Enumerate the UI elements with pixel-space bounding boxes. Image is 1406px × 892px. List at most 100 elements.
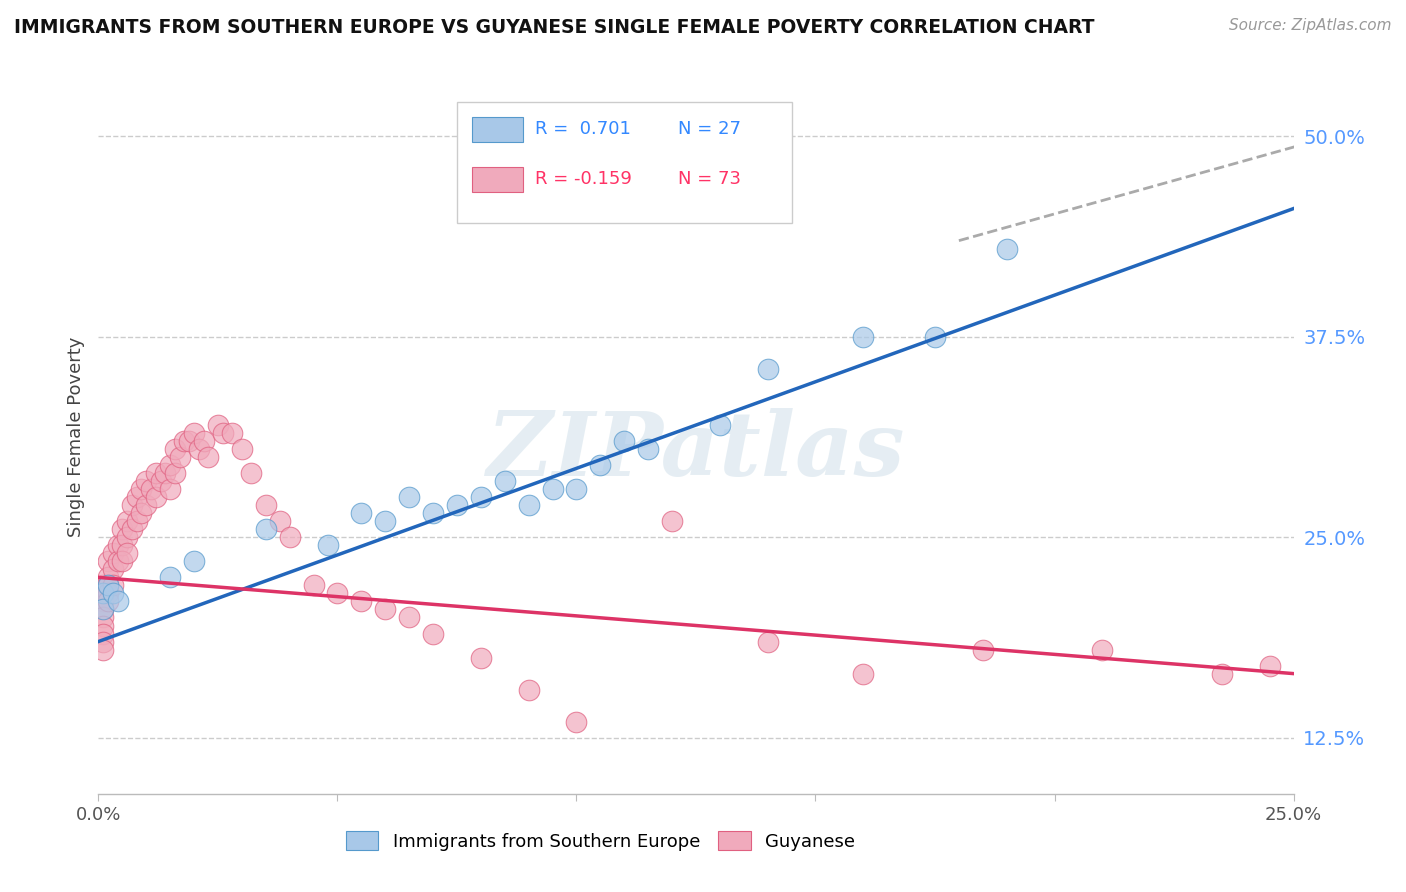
Point (91, 594, 114, 608)
Point (163, 466, 186, 480)
Point (125, 490, 148, 504)
Point (91, 602, 114, 616)
Point (91, 602, 114, 616)
Point (107, 538, 129, 552)
Point (924, 330, 946, 344)
Point (97, 578, 120, 592)
Point (1211, 666, 1233, 681)
Point (121, 498, 143, 512)
Point (470, 490, 492, 504)
Point (852, 666, 875, 681)
Point (97, 570, 120, 584)
Text: ZIPatlas: ZIPatlas (488, 409, 904, 494)
Point (709, 418, 731, 433)
Point (115, 530, 138, 544)
Point (422, 626, 444, 640)
Legend: Immigrants from Southern Europe, Guyanese: Immigrants from Southern Europe, Guyanes… (336, 822, 865, 860)
Point (97, 586, 120, 600)
Point (101, 546, 124, 560)
Point (302, 578, 325, 592)
Point (115, 514, 138, 528)
Text: IMMIGRANTS FROM SOUTHERN EUROPE VS GUYANESE SINGLE FEMALE POVERTY CORRELATION CH: IMMIGRANTS FROM SOUTHERN EUROPE VS GUYAN… (14, 18, 1094, 37)
Point (972, 642, 994, 657)
Point (350, 506, 373, 520)
Point (541, 482, 564, 496)
Point (111, 554, 134, 568)
Point (193, 434, 215, 448)
Point (756, 634, 779, 648)
Point (326, 586, 349, 600)
Point (97, 554, 120, 568)
Point (517, 498, 540, 512)
Point (278, 530, 301, 544)
Point (187, 442, 209, 456)
Point (254, 522, 277, 536)
Point (149, 474, 172, 488)
Point (91, 610, 114, 624)
Point (159, 570, 181, 584)
Point (565, 482, 588, 496)
Text: N = 73: N = 73 (678, 169, 741, 187)
Point (135, 474, 157, 488)
Point (159, 482, 181, 496)
Point (231, 442, 253, 456)
Point (91, 586, 114, 600)
Point (173, 434, 195, 448)
Point (91, 626, 114, 640)
Point (97, 578, 120, 592)
Point (494, 474, 516, 488)
Point (221, 426, 243, 441)
Point (155, 466, 177, 480)
Point (852, 330, 875, 344)
Point (131, 482, 153, 496)
Text: R = -0.159: R = -0.159 (534, 169, 631, 187)
Point (661, 514, 683, 528)
Text: Source: ZipAtlas.com: Source: ZipAtlas.com (1229, 18, 1392, 33)
Point (207, 418, 229, 433)
Point (269, 514, 291, 528)
Point (197, 450, 219, 464)
Point (374, 514, 396, 528)
Point (613, 434, 636, 448)
Point (517, 682, 540, 697)
Point (350, 594, 373, 608)
Point (91, 634, 114, 648)
Y-axis label: Single Female Poverty: Single Female Poverty (66, 337, 84, 537)
Point (398, 490, 420, 504)
Point (254, 498, 277, 512)
Point (589, 458, 612, 472)
Point (163, 442, 186, 456)
Point (91, 618, 114, 632)
Point (115, 546, 138, 560)
FancyBboxPatch shape (472, 167, 523, 193)
Point (565, 714, 588, 729)
Point (183, 554, 205, 568)
Point (101, 562, 124, 576)
Point (101, 578, 124, 592)
Point (995, 242, 1018, 256)
Point (107, 594, 129, 608)
Point (1091, 642, 1114, 657)
Text: N = 27: N = 27 (678, 120, 741, 137)
Point (374, 602, 396, 616)
Point (91, 578, 114, 592)
Point (111, 522, 134, 536)
Point (91, 642, 114, 657)
Point (470, 650, 492, 665)
Point (159, 458, 181, 472)
Point (91, 586, 114, 600)
Point (107, 554, 129, 568)
Point (121, 522, 143, 536)
Text: R =  0.701: R = 0.701 (534, 120, 630, 137)
Point (169, 450, 191, 464)
Point (1258, 658, 1281, 673)
Point (211, 426, 233, 441)
Point (145, 490, 167, 504)
FancyBboxPatch shape (457, 102, 792, 223)
Point (316, 538, 339, 552)
Point (398, 610, 420, 624)
Point (637, 442, 659, 456)
Point (131, 506, 153, 520)
Point (422, 506, 444, 520)
Point (756, 362, 779, 376)
